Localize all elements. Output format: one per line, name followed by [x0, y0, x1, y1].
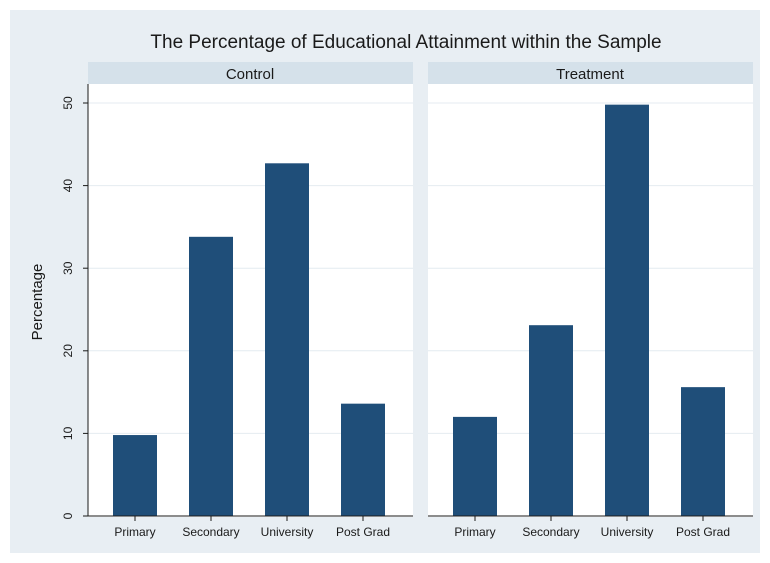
bar-control-secondary [189, 236, 233, 516]
y-tick-label: 0 [61, 512, 75, 519]
x-tick-label: Primary [454, 525, 495, 539]
bar-control-university [265, 163, 309, 516]
panel-treatment: Treatment Primary Secondary University Post… [428, 62, 753, 539]
x-tick-label: Secondary [522, 525, 579, 539]
bars [113, 163, 385, 516]
bar-treatment-primary [453, 416, 497, 516]
bar-treatment-secondary [529, 325, 573, 516]
x-tick-label: University [261, 525, 314, 539]
y-axis-label: Percentage [29, 264, 46, 341]
bar-control-primary [113, 435, 157, 516]
y-tick-label: 30 [61, 261, 75, 275]
x-tick-label: Post Grad [676, 525, 730, 539]
x-tick-label: Post Grad [336, 525, 390, 539]
y-tick-label: 40 [61, 179, 75, 193]
panel-strip [88, 62, 413, 84]
panel-title: Treatment [556, 66, 625, 83]
bars [453, 104, 725, 516]
y-tick-label: 50 [61, 96, 75, 110]
panel-title: Control [226, 66, 274, 83]
bar-control-post-grad [341, 403, 385, 516]
x-tick-label: Primary [114, 525, 155, 539]
x-tick-label: University [601, 525, 654, 539]
x-tick-label: Secondary [182, 525, 239, 539]
chart-title: The Percentage of Educational Attainment… [150, 32, 661, 53]
panel-strip [428, 62, 753, 84]
bar-treatment-university [605, 104, 649, 516]
y-tick-label: 10 [61, 426, 75, 440]
bar-treatment-post-grad [681, 387, 725, 516]
x-ticks: Primary Secondary University Post Grad [454, 516, 730, 539]
x-ticks: Primary Secondary University Post Grad [114, 516, 390, 539]
panel-control: Control 0 10 20 30 40 50 Primary Secondary Univ… [61, 62, 413, 539]
y-tick-label: 20 [61, 344, 75, 358]
y-ticks: 0 10 20 30 40 50 [61, 84, 89, 519]
